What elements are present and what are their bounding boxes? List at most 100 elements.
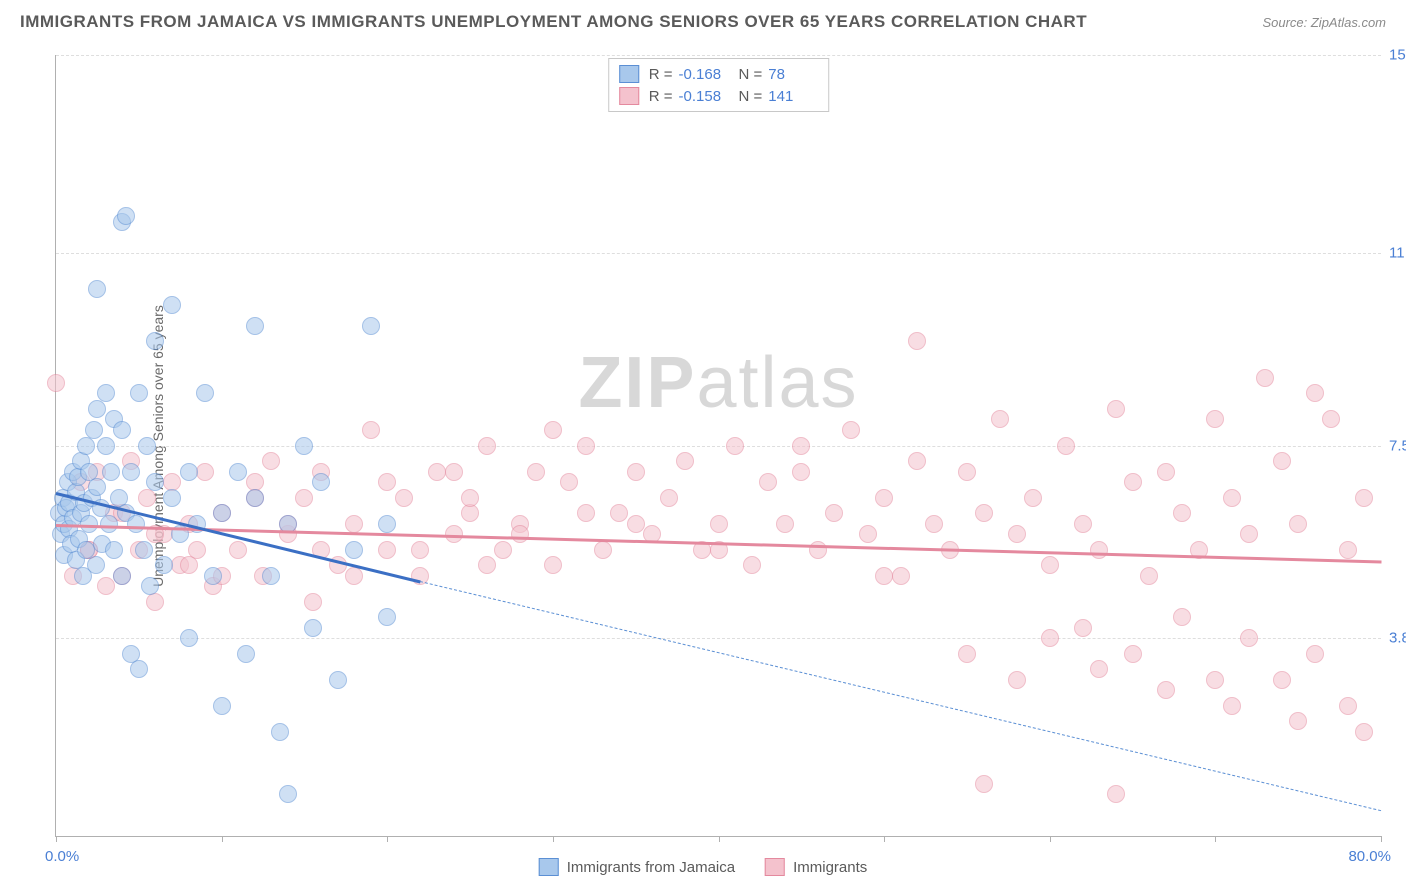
data-point xyxy=(1355,723,1373,741)
data-point xyxy=(1289,712,1307,730)
data-point xyxy=(113,567,131,585)
data-point xyxy=(122,463,140,481)
data-point xyxy=(809,541,827,559)
data-point xyxy=(100,515,118,533)
data-point xyxy=(560,473,578,491)
data-point xyxy=(262,567,280,585)
data-point xyxy=(1008,671,1026,689)
data-point xyxy=(345,567,363,585)
data-point xyxy=(627,515,645,533)
data-point xyxy=(1008,525,1026,543)
data-point xyxy=(378,515,396,533)
x-tick xyxy=(387,836,388,842)
legend-item-1: Immigrants xyxy=(765,858,867,876)
data-point xyxy=(1057,437,1075,455)
stat-r-value-0: -0.168 xyxy=(679,66,729,83)
data-point xyxy=(875,567,893,585)
data-point xyxy=(660,489,678,507)
data-point xyxy=(246,317,264,335)
data-point xyxy=(130,384,148,402)
watermark: ZIPatlas xyxy=(578,342,858,424)
data-point xyxy=(80,515,98,533)
data-point xyxy=(130,660,148,678)
data-point xyxy=(304,619,322,637)
data-point xyxy=(1107,785,1125,803)
data-point xyxy=(594,541,612,559)
data-point xyxy=(213,697,231,715)
data-point xyxy=(180,463,198,481)
data-point xyxy=(138,489,156,507)
legend-swatch-1 xyxy=(619,87,639,105)
data-point xyxy=(105,541,123,559)
data-point xyxy=(908,452,926,470)
data-point xyxy=(362,421,380,439)
data-point xyxy=(1339,697,1357,715)
data-point xyxy=(88,478,106,496)
data-point xyxy=(97,577,115,595)
data-point xyxy=(1206,671,1224,689)
data-point xyxy=(925,515,943,533)
data-point xyxy=(180,556,198,574)
data-point xyxy=(776,515,794,533)
legend-swatch-0 xyxy=(619,65,639,83)
data-point xyxy=(1206,410,1224,428)
data-point xyxy=(1322,410,1340,428)
data-point xyxy=(1256,369,1274,387)
data-point xyxy=(892,567,910,585)
data-point xyxy=(1024,489,1042,507)
data-point xyxy=(378,541,396,559)
data-point xyxy=(1173,504,1191,522)
data-point xyxy=(511,525,529,543)
gridline xyxy=(56,55,1381,56)
data-point xyxy=(445,463,463,481)
data-point xyxy=(743,556,761,574)
x-tick xyxy=(1215,836,1216,842)
data-point xyxy=(77,437,95,455)
data-point xyxy=(271,723,289,741)
data-point xyxy=(345,541,363,559)
data-point xyxy=(304,593,322,611)
data-point xyxy=(1140,567,1158,585)
data-point xyxy=(908,332,926,350)
data-point xyxy=(47,374,65,392)
data-point xyxy=(1090,541,1108,559)
data-point xyxy=(146,332,164,350)
data-point xyxy=(544,421,562,439)
data-point xyxy=(146,473,164,491)
data-point xyxy=(1074,515,1092,533)
data-point xyxy=(362,317,380,335)
data-point xyxy=(113,421,131,439)
trend-line xyxy=(56,492,421,583)
data-point xyxy=(527,463,545,481)
data-point xyxy=(461,489,479,507)
legend-bottom: Immigrants from Jamaica Immigrants xyxy=(539,858,868,876)
data-point xyxy=(1289,515,1307,533)
data-point xyxy=(262,452,280,470)
data-point xyxy=(213,504,231,522)
trend-line xyxy=(420,581,1381,811)
data-point xyxy=(246,489,264,507)
data-point xyxy=(295,437,313,455)
data-point xyxy=(975,775,993,793)
legend-label-0: Immigrants from Jamaica xyxy=(567,859,735,876)
data-point xyxy=(478,437,496,455)
legend-label-1: Immigrants xyxy=(793,859,867,876)
data-point xyxy=(1074,619,1092,637)
data-point xyxy=(792,437,810,455)
data-point xyxy=(135,541,153,559)
data-point xyxy=(163,296,181,314)
data-point xyxy=(759,473,777,491)
data-point xyxy=(726,437,744,455)
x-axis-min-label: 0.0% xyxy=(45,848,79,865)
x-tick xyxy=(1050,836,1051,842)
chart-source: Source: ZipAtlas.com xyxy=(1262,15,1386,30)
data-point xyxy=(138,437,156,455)
data-point xyxy=(378,473,396,491)
data-point xyxy=(991,410,1009,428)
data-point xyxy=(676,452,694,470)
data-point xyxy=(395,489,413,507)
stat-r-label: R = xyxy=(649,88,673,105)
data-point xyxy=(378,608,396,626)
legend-stats-row-1: R = -0.158 N = 141 xyxy=(619,85,819,107)
legend-swatch-icon xyxy=(539,858,559,876)
